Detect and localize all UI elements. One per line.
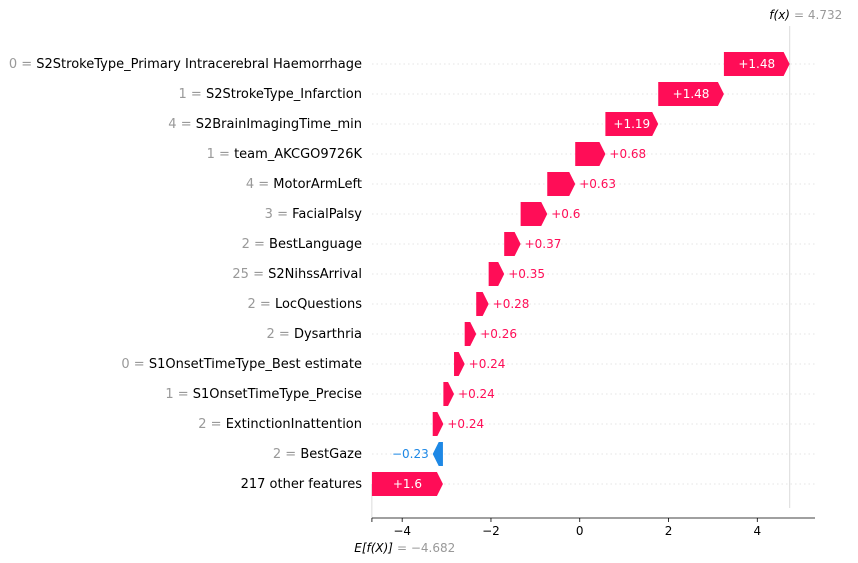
feature-label: 2 = BestLanguage: [242, 237, 362, 252]
positive-bar: [547, 172, 576, 196]
feature-label: 1 = S1OnsetTimeType_Precise: [165, 387, 362, 402]
x-tick-label: −2: [482, 524, 500, 538]
feature-name: S2NihssArrival: [268, 267, 362, 282]
feature-label: 4 = S2BrainImagingTime_min: [168, 117, 362, 132]
feature-label: 0 = S1OnsetTimeType_Best estimate: [121, 357, 362, 372]
feature-value: 1 =: [165, 387, 192, 402]
feature-label: 217 other features: [241, 477, 363, 492]
feature-name: 217 other features: [241, 477, 363, 492]
feature-value: 25 =: [232, 267, 268, 282]
bar-value-label: +1.48: [738, 57, 775, 71]
feature-name: FacialPalsy: [292, 207, 362, 222]
feature-name: ExtinctionInattention: [226, 417, 362, 432]
feature-name: S2StrokeType_Infarction: [206, 87, 362, 102]
feature-name: LocQuestions: [275, 297, 362, 312]
feature-label: 3 = FacialPalsy: [265, 207, 363, 222]
bar-value-label: +1.6: [393, 477, 422, 491]
feature-label: 4 = MotorArmLeft: [246, 177, 362, 192]
base-value: = −4.682: [397, 541, 455, 555]
bar-value-label: +0.24: [447, 417, 484, 431]
positive-bar: [432, 412, 444, 436]
positive-bar: [605, 112, 659, 136]
feature-name: Dysarthria: [294, 327, 362, 342]
bar-value-label: +1.19: [613, 117, 650, 131]
feature-name: BestGaze: [300, 447, 362, 462]
feature-label: 2 = BestGaze: [273, 447, 362, 462]
feature-value: 2 =: [267, 327, 294, 342]
base-value-label: E[f(X)] = −4.682: [354, 541, 455, 555]
feature-value: 1 =: [207, 147, 234, 162]
feature-labels: 0 = S2StrokeType_Primary Intracerebral H…: [9, 57, 363, 492]
bar-value-label: +0.6: [551, 207, 580, 221]
feature-name: S2StrokeType_Primary Intracerebral Haemo…: [36, 57, 362, 72]
bar-value-label: +0.24: [469, 357, 506, 371]
base-label: E[f(X)]: [354, 541, 393, 555]
bar-value-label: +0.68: [609, 147, 646, 161]
bar-value-label: −0.23: [392, 447, 429, 461]
x-tick-label: 0: [576, 524, 584, 538]
positive-bar: [658, 82, 724, 106]
feature-label: 2 = ExtinctionInattention: [198, 417, 362, 432]
feature-name: S1OnsetTimeType_Precise: [193, 387, 362, 402]
positive-bar: [520, 202, 548, 226]
reference-lines: [371, 26, 791, 518]
positive-bar: [443, 382, 455, 406]
output-value-label: f(x) = 4.732: [769, 8, 842, 22]
positive-bar: [488, 262, 505, 286]
positive-bar: [371, 472, 443, 496]
output-value: = 4.732: [794, 8, 842, 22]
feature-name: team_AKCGO9726K: [234, 147, 362, 162]
feature-value: 4 =: [168, 117, 195, 132]
positive-bar: [476, 292, 489, 316]
x-axis: −4 −2 0 2 4: [371, 517, 815, 538]
bar-value-label: +0.26: [480, 327, 517, 341]
feature-label: 2 = Dysarthria: [267, 327, 362, 342]
bar-value-label: +0.28: [493, 297, 530, 311]
positive-bar: [504, 232, 521, 256]
feature-value: 4 =: [246, 177, 273, 192]
positive-bar: [723, 52, 790, 76]
output-label: f(x): [769, 8, 790, 22]
feature-name: MotorArmLeft: [273, 177, 362, 192]
negative-bar: [432, 442, 443, 466]
feature-value: 0 =: [121, 357, 148, 372]
feature-value: 2 =: [242, 237, 269, 252]
feature-value: 2 =: [198, 417, 225, 432]
feature-label: 1 = team_AKCGO9726K: [207, 147, 363, 162]
feature-label: 0 = S2StrokeType_Primary Intracerebral H…: [9, 57, 362, 72]
positive-bar: [454, 352, 465, 376]
bars: +1.48 +1.48 +1.19 +0.68 +0.63 +0.6 +0.37 +0.35 +…: [371, 52, 790, 496]
feature-value: 2 =: [248, 297, 275, 312]
x-tick-label: 4: [753, 524, 761, 538]
feature-value: 1 =: [179, 87, 206, 102]
feature-name: BestLanguage: [269, 237, 362, 252]
feature-label: 1 = S2StrokeType_Infarction: [179, 87, 362, 102]
feature-label: 2 = LocQuestions: [248, 297, 363, 312]
x-tick-label: −4: [393, 524, 411, 538]
feature-value: 0 =: [9, 57, 36, 72]
positive-bar: [464, 322, 477, 346]
bar-value-label: +0.37: [525, 237, 562, 251]
bar-value-label: +0.24: [458, 387, 495, 401]
bar-value-label: +1.48: [673, 87, 710, 101]
feature-value: 3 =: [265, 207, 292, 222]
bar-value-label: +0.35: [508, 267, 545, 281]
feature-value: 2 =: [273, 447, 300, 462]
feature-name: S2BrainImagingTime_min: [196, 117, 362, 132]
feature-name: S1OnsetTimeType_Best estimate: [149, 357, 362, 372]
feature-label: 25 = S2NihssArrival: [232, 267, 362, 282]
x-tick-label: 2: [665, 524, 673, 538]
positive-bar: [575, 142, 606, 166]
bar-value-label: +0.63: [579, 177, 616, 191]
